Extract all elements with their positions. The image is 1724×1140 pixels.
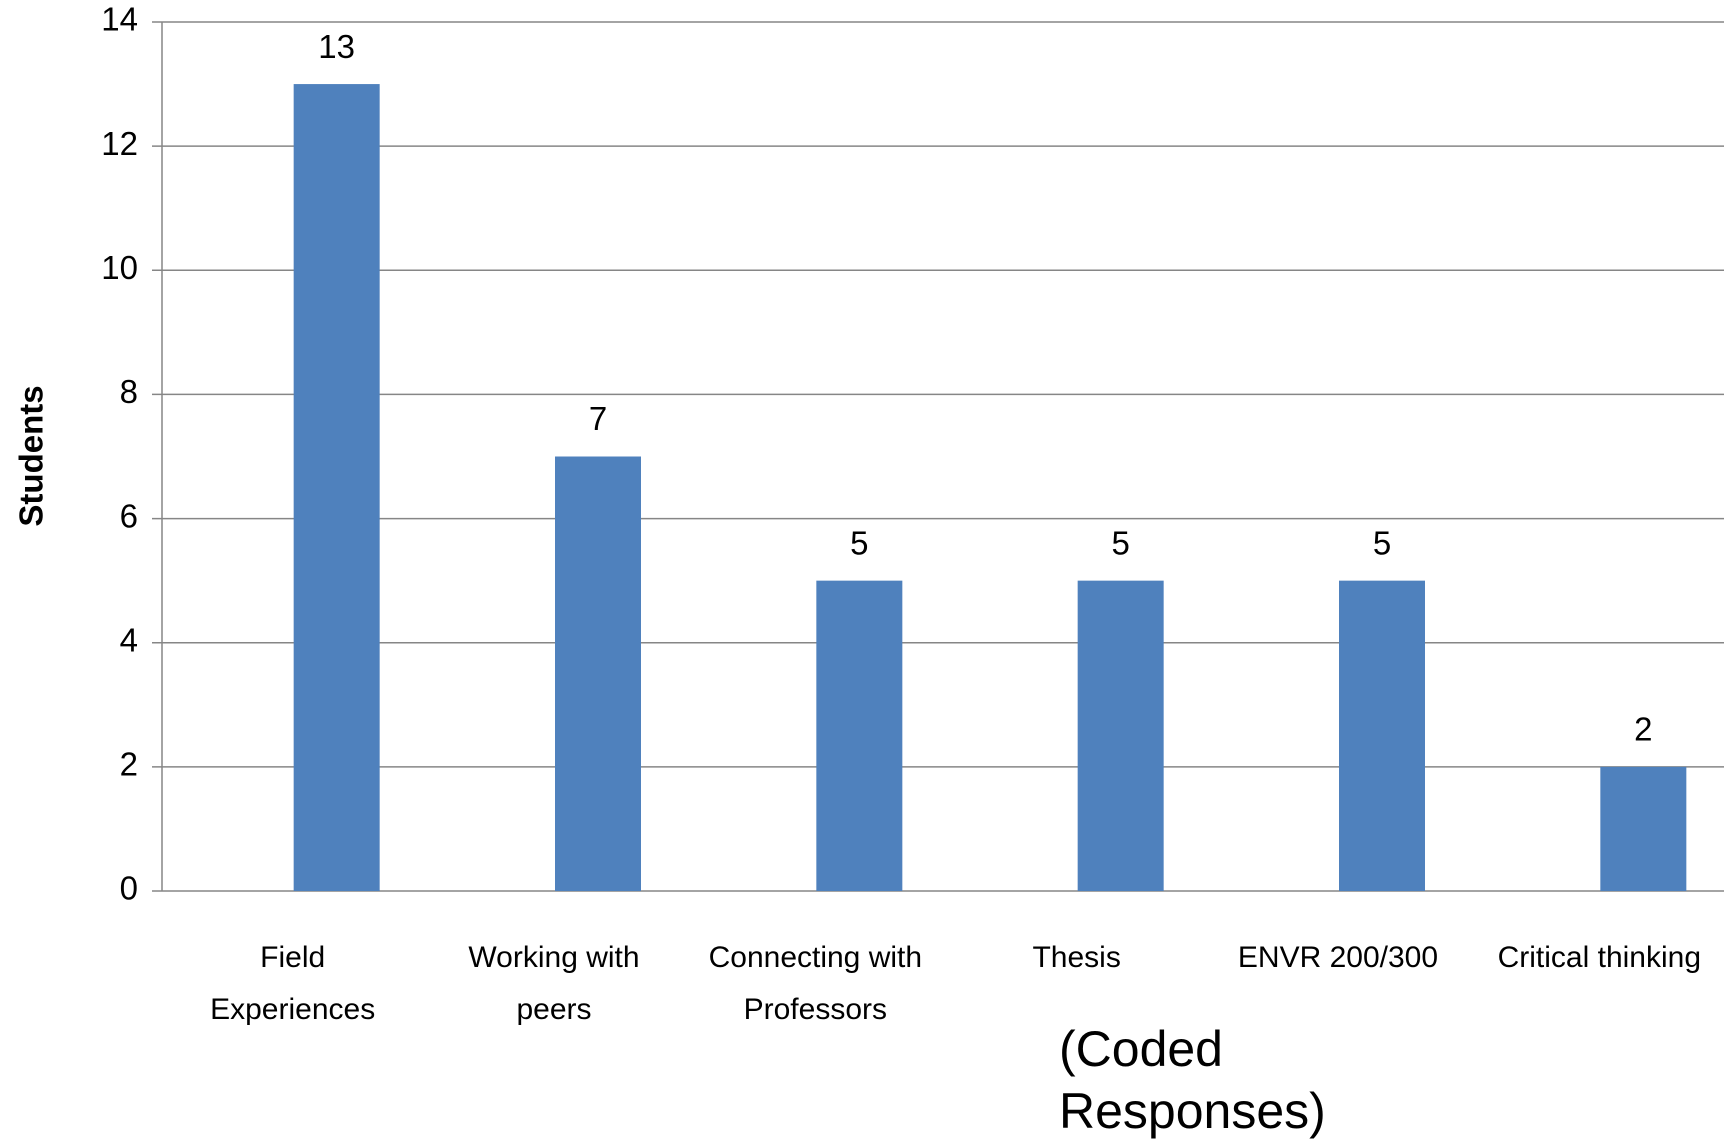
bar <box>1339 580 1425 891</box>
bar <box>293 84 380 892</box>
y-tick-label: 4 <box>120 621 138 658</box>
x-tick-label: Connecting with Professors <box>708 941 923 1026</box>
y-tick-label: 14 <box>101 1 138 38</box>
data-label: 7 <box>589 400 607 437</box>
y-axis-title: Students <box>13 385 50 526</box>
data-label: 5 <box>1111 524 1129 561</box>
y-tick-label: 0 <box>120 870 138 907</box>
y-tick-label: 8 <box>120 373 138 410</box>
data-label: 5 <box>850 524 868 561</box>
bar <box>1600 766 1687 891</box>
y-tick-label: 12 <box>101 125 138 162</box>
x-tick-label: Field Experiences <box>210 941 376 1026</box>
data-label: 5 <box>1373 524 1391 561</box>
data-label: 2 <box>1634 711 1652 748</box>
y-tick-label: 10 <box>101 249 138 286</box>
x-tick-label: ENVR 200/300 <box>1237 941 1439 974</box>
data-label: 13 <box>318 28 355 65</box>
y-tick-label: 6 <box>120 497 138 534</box>
y-tick-label: 2 <box>120 746 138 783</box>
x-tick-label: Critical thinking <box>1497 941 1702 974</box>
bar <box>555 456 641 891</box>
bar <box>1077 580 1164 891</box>
x-tick-label: Working with peers <box>468 941 640 1026</box>
x-tick-label: Thesis <box>1032 941 1121 974</box>
bar <box>816 580 903 891</box>
x-axis-title: (Coded Responses) <box>1059 1021 1326 1139</box>
